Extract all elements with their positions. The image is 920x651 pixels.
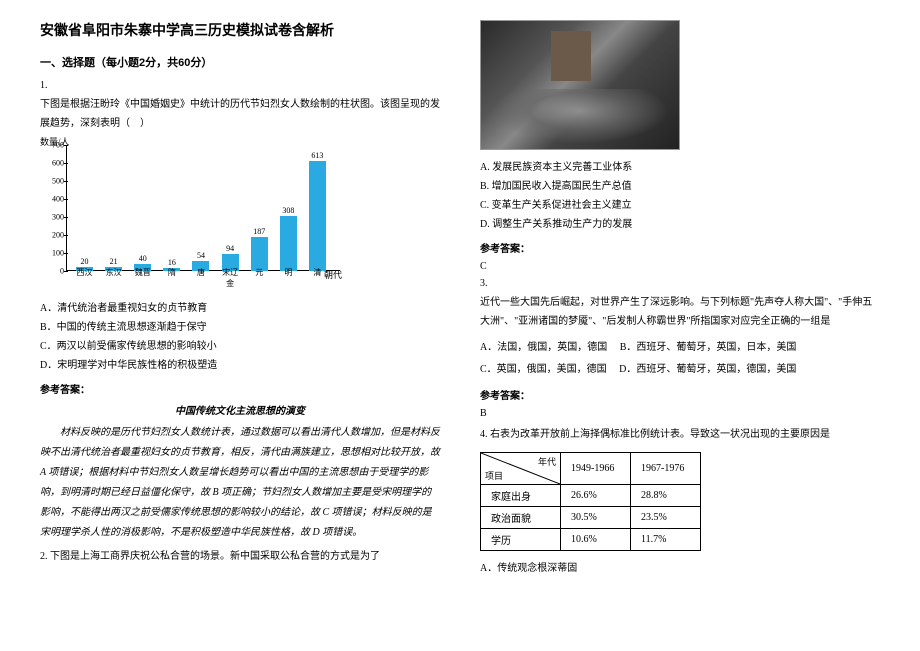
q1-option-a: A．清代统治者最重视妇女的贞节教育 <box>40 299 440 318</box>
ytick-label: 400 <box>40 195 64 204</box>
q4-option-a: A．传统观念根深蒂固 <box>480 559 880 578</box>
q3-options-row1: A．法国，俄国，英国，德国 B．西班牙、葡萄牙，英国，日本，美国 <box>480 337 880 359</box>
bar-value-label: 16 <box>168 258 176 267</box>
q2-option-d: D. 调整生产关系推动生产力的发展 <box>480 215 880 234</box>
q3-option-b: B．西班牙、葡萄牙，英国，日本，美国 <box>620 342 797 353</box>
xtick-label: 元 <box>248 267 270 289</box>
q3-option-c: C．英国，俄国，美国，德国 <box>480 364 607 375</box>
xtick-label: 宋辽金 <box>219 267 241 289</box>
q1-explanation: 材料反映的是历代节妇烈女人数统计表，通过数据可以看出清代人数增加，但是材料反映不… <box>40 423 440 543</box>
bar-value-label: 308 <box>282 206 294 215</box>
q1-option-c: C．两汉以前受儒家传统思想的影响较小 <box>40 337 440 356</box>
bar <box>280 216 297 271</box>
ytick-label: 0 <box>40 267 64 276</box>
table-col-1: 1967-1976 <box>631 453 701 485</box>
bar <box>309 161 326 271</box>
xtick-label: 隋 <box>161 267 183 289</box>
bar-value-label: 40 <box>139 254 147 263</box>
bar-value-label: 54 <box>197 251 205 260</box>
ytick-label: 700 <box>40 141 64 150</box>
q1-option-d: D．宋明理学对中华民族性格的积极塑造 <box>40 356 440 375</box>
section-heading: 一、选择题（每小题2分，共60分） <box>40 54 440 70</box>
q2-option-c: C. 变革生产关系促进社会主义建立 <box>480 196 880 215</box>
ytick-label: 600 <box>40 159 64 168</box>
q1-explain-title: 中国传统文化主流思想的演变 <box>40 402 440 417</box>
table-col-0: 1949-1966 <box>561 453 631 485</box>
table-row-1-label: 政治面貌 <box>481 507 561 529</box>
exam-title: 安徽省阜阳市朱寨中学高三历史模拟试卷含解析 <box>40 20 440 40</box>
chart-xlabel: 朝代 <box>324 268 342 281</box>
ytick-label: 100 <box>40 249 64 258</box>
q4-stem: 4. 右表为改革开放前上海择偶标准比例统计表。导致这一状况出现的主要原因是 <box>480 425 880 444</box>
bar-value-label: 94 <box>226 244 234 253</box>
table-row-2-val-1: 11.7% <box>631 529 701 551</box>
q2-photo <box>480 20 680 150</box>
table-row-0-val-0: 26.6% <box>561 485 631 507</box>
q2-option-a: A. 发展民族资本主义完善工业体系 <box>480 158 880 177</box>
xtick-label: 唐 <box>190 267 212 289</box>
ytick-label: 500 <box>40 177 64 186</box>
diag-top: 年代 <box>538 455 556 468</box>
bar-value-label: 21 <box>110 257 118 266</box>
q2-option-b: B. 增加国民收入提高国民生产总值 <box>480 177 880 196</box>
table-row-0-val-1: 28.8% <box>631 485 701 507</box>
q3-answer-label: 参考答案： <box>480 387 880 402</box>
q3-number: 3. <box>480 278 880 289</box>
table-row-2-val-0: 10.6% <box>561 529 631 551</box>
table-diag-cell: 年代 项目 <box>481 453 561 485</box>
left-column: 安徽省阜阳市朱寨中学高三历史模拟试卷含解析 一、选择题（每小题2分，共60分） … <box>30 20 460 641</box>
bar-wrap: 308 <box>277 206 299 271</box>
right-column: A. 发展民族资本主义完善工业体系 B. 增加国民收入提高国民生产总值 C. 变… <box>460 20 890 641</box>
xtick-label: 魏晋 <box>132 267 154 289</box>
table-row-2-label: 学历 <box>481 529 561 551</box>
chart-xticks: 西汉东汉魏晋隋唐宋辽金元明清 <box>70 267 332 289</box>
q4-table: 年代 项目 1949-1966 1967-1976 家庭出身 26.6% 28.… <box>480 452 701 551</box>
q3-option-a: A．法国，俄国，英国，德国 <box>480 342 607 353</box>
bar-value-label: 613 <box>311 151 323 160</box>
q3-stem: 近代一些大国先后崛起，对世界产生了深远影响。与下列标题"先声夺人称大国"、"手伸… <box>480 293 880 331</box>
table-row-0-label: 家庭出身 <box>481 485 561 507</box>
xtick-label: 明 <box>277 267 299 289</box>
table-row-1-val-1: 23.5% <box>631 507 701 529</box>
q3-option-d: D．西班牙、葡萄牙，英国，德国，美国 <box>619 364 796 375</box>
xtick-label: 东汉 <box>103 267 125 289</box>
bar-wrap: 613 <box>306 151 328 271</box>
q1-number: 1. <box>40 80 440 91</box>
bar-value-label: 187 <box>253 227 265 236</box>
table-row-1-val-0: 30.5% <box>561 507 631 529</box>
q3-answer: B <box>480 408 880 419</box>
q1-option-b: B．中国的传统主流思想逐渐趋于保守 <box>40 318 440 337</box>
bar <box>251 237 268 271</box>
ytick-label: 300 <box>40 213 64 222</box>
q3-options-row2: C．英国，俄国，美国，德国 D．西班牙、葡萄牙，英国，德国，美国 <box>480 359 880 381</box>
q2-stem: 2. 下图是上海工商界庆祝公私合营的场景。新中国采取公私合营的方式是为了 <box>40 547 440 566</box>
chart-bars: 20 21 40 16 54 94 187 308 613 <box>70 145 332 271</box>
bar-value-label: 20 <box>81 257 89 266</box>
q2-answer-label: 参考答案： <box>480 240 880 255</box>
xtick-label: 西汉 <box>74 267 96 289</box>
bar-wrap: 187 <box>248 227 270 271</box>
ytick-label: 200 <box>40 231 64 240</box>
diag-bot: 项目 <box>485 469 503 482</box>
q1-bar-chart: 数量/人 0100200300400500600700 202140165494… <box>40 139 340 289</box>
q2-answer: C <box>480 261 880 272</box>
q1-stem: 下图是根据汪盼玲《中国婚姻史》中统计的历代节妇烈女人数绘制的柱状图。该图呈现的发… <box>40 95 440 133</box>
q1-answer-label: 参考答案： <box>40 381 440 396</box>
